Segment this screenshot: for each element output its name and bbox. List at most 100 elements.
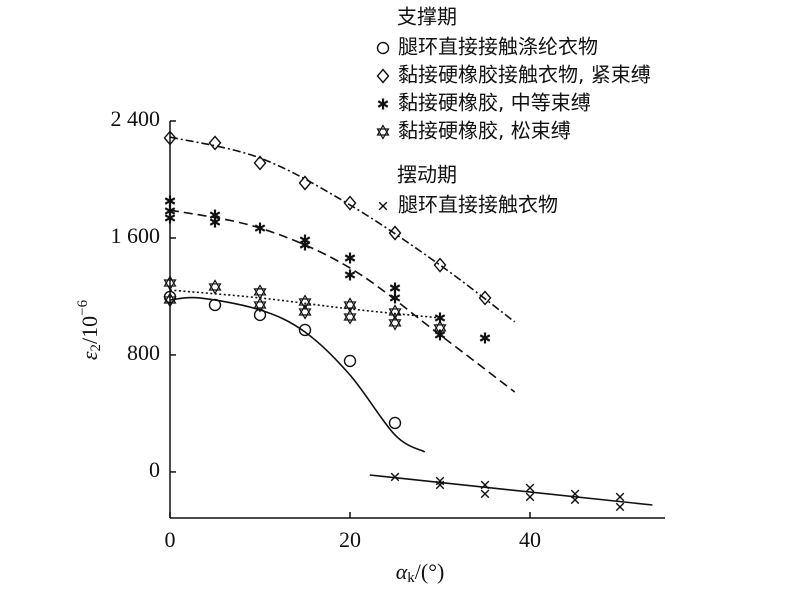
marker-shape [478,290,492,306]
marker [298,323,312,337]
marker-shape [435,476,445,486]
marker [390,472,400,482]
x-tick-label: 40 [519,527,541,552]
marker-shape [376,124,390,140]
marker-shape [298,304,312,320]
marker [388,315,402,331]
marker [163,292,177,308]
marker-shape [163,130,177,146]
marker [253,155,267,171]
marker [343,195,357,211]
y-label-symbol: ε [77,351,102,360]
x-tick-label: 20 [339,527,361,552]
fit-curve [369,474,653,506]
marker-shape [253,155,267,171]
marker-shape [570,495,580,505]
marker [570,495,580,505]
marker [163,275,177,291]
legend-label: 腿环直接接触涤纶衣物 [398,35,598,59]
legend-label: 黏接硬橡胶接触衣物, 紧束缚 [398,63,651,87]
marker-shape [433,257,447,273]
marker [344,252,356,264]
marker [298,304,312,320]
marker-shape [163,292,177,308]
marker-shape [525,492,535,502]
legend-label: 黏接硬橡胶, 松束缚 [398,119,571,143]
marker-shape [164,197,176,205]
fit-curve [169,296,426,453]
marker-shape [377,100,389,108]
marker [525,492,535,502]
fit-curve [169,209,516,393]
marker [208,135,222,151]
y-label-superscript: −6 [75,299,91,315]
marker [254,222,266,234]
marker-shape [388,225,402,241]
marker-shape [388,304,402,320]
marker-shape [344,254,356,262]
marker-shape [479,334,491,342]
marker-shape [389,284,401,292]
marker-shape [208,298,222,312]
marker [344,269,356,281]
legend-group-title: 支撑期 [397,5,457,29]
y-tick-label: 1 600 [111,223,161,248]
marker-shape [525,483,535,493]
y-label-unit: /10 [77,316,102,344]
marker [208,279,222,295]
marker-shape [208,135,222,151]
marker [388,416,402,430]
marker-shape [480,489,490,499]
marker-shape [389,294,401,302]
legend-marker [376,124,390,140]
y-axis-label: ε2/10−6 [75,299,104,360]
marker [253,297,267,313]
marker [389,282,401,294]
marker [525,483,535,493]
marker [343,309,357,325]
marker-shape [254,224,266,232]
marker [388,304,402,320]
marker-shape [163,275,177,291]
legend-marker [377,98,389,110]
marker-shape [388,416,402,430]
marker-shape [209,218,221,226]
marker [389,292,401,304]
marker [478,290,492,306]
marker-shape [299,241,311,249]
fit-curve [169,289,441,319]
marker [388,225,402,241]
marker [253,308,267,322]
marker-shape [343,354,357,368]
y-tick-label: 0 [149,457,160,482]
marker-shape [388,315,402,331]
x-label-subscript: k [407,570,415,586]
x-label-unit: /(°) [415,559,445,584]
marker-shape [209,211,221,219]
marker [298,175,312,191]
marker [480,480,490,490]
legend-marker [378,201,388,211]
marker-shape [253,308,267,322]
marker-shape [435,480,445,490]
marker-shape [298,175,312,191]
marker [253,284,267,300]
marker [433,320,447,336]
marker-shape [298,323,312,337]
marker-shape [208,279,222,295]
marker-shape [433,320,447,336]
marker-shape [164,214,176,222]
marker [435,476,445,486]
marker [480,489,490,499]
y-tick-label: 800 [127,340,160,365]
marker [433,257,447,273]
marker-shape [378,201,388,211]
marker-shape [253,284,267,300]
y-label-subscript: 2 [88,344,104,352]
fit-curve [169,136,516,323]
marker [164,212,176,224]
marker-shape [615,492,625,502]
legend-marker [376,68,390,84]
